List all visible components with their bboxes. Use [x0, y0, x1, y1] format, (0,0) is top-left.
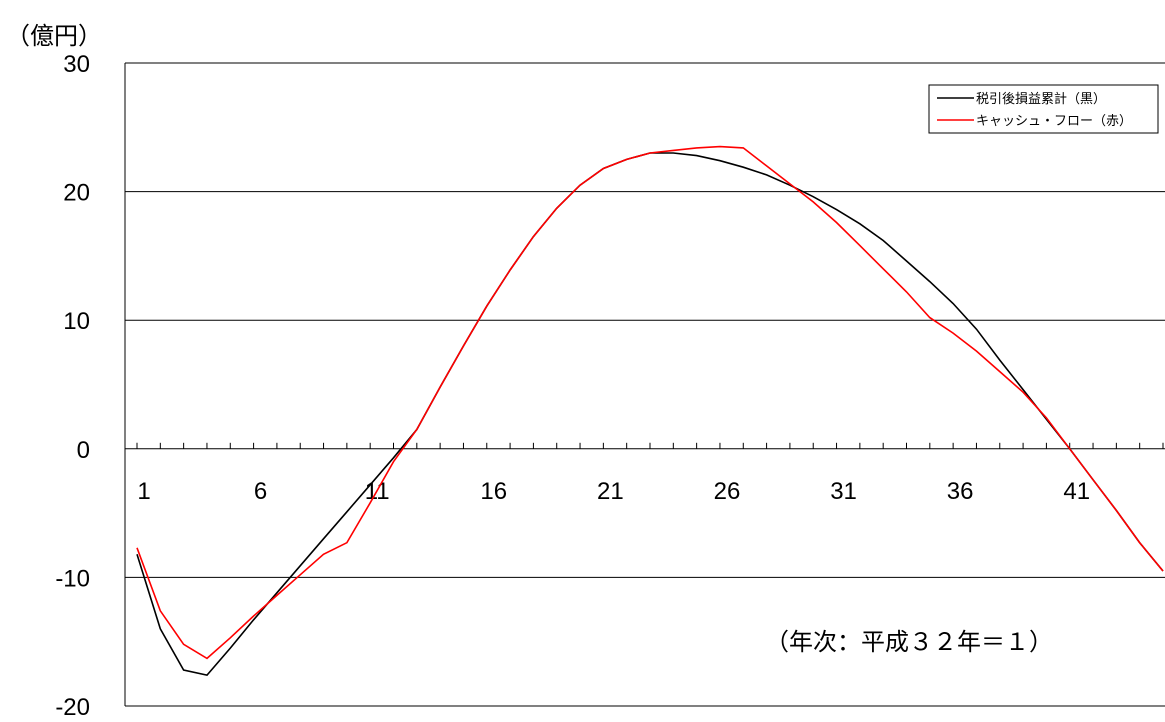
x-tick-label: 1: [137, 478, 150, 505]
legend: 税引後損益累計（黒） キャッシュ・フロー（赤）: [928, 84, 1159, 134]
series-line-1: [136, 152, 1164, 676]
series-line-2: [136, 145, 1164, 660]
y-tick-label: 10: [63, 308, 90, 335]
y-tick-label: -10: [55, 565, 90, 592]
legend-box: [928, 84, 1159, 134]
x-tick-label: 36: [947, 478, 974, 505]
y-tick-label: -20: [55, 694, 90, 721]
x-tick-label: 41: [1063, 478, 1090, 505]
x-tick-label: 21: [597, 478, 624, 505]
grid: [125, 62, 1165, 707]
y-tick-label: 0: [77, 437, 90, 464]
year-note: （年次：平成３２年＝１）: [765, 628, 1053, 656]
y-tick-label: 20: [63, 180, 90, 207]
y-tick-label: 30: [63, 51, 90, 78]
series-layer: [136, 145, 1164, 676]
x-tick-label: 6: [254, 478, 267, 505]
x-tick-label: 16: [480, 478, 507, 505]
y-axis-unit-label: （億円）: [6, 22, 102, 50]
x-tick-label: 31: [830, 478, 857, 505]
legend-label: キャッシュ・フロー（赤）: [976, 114, 1132, 129]
x-tick-label: 26: [714, 478, 741, 505]
legend-label: 税引後損益累計（黒）: [976, 91, 1106, 107]
